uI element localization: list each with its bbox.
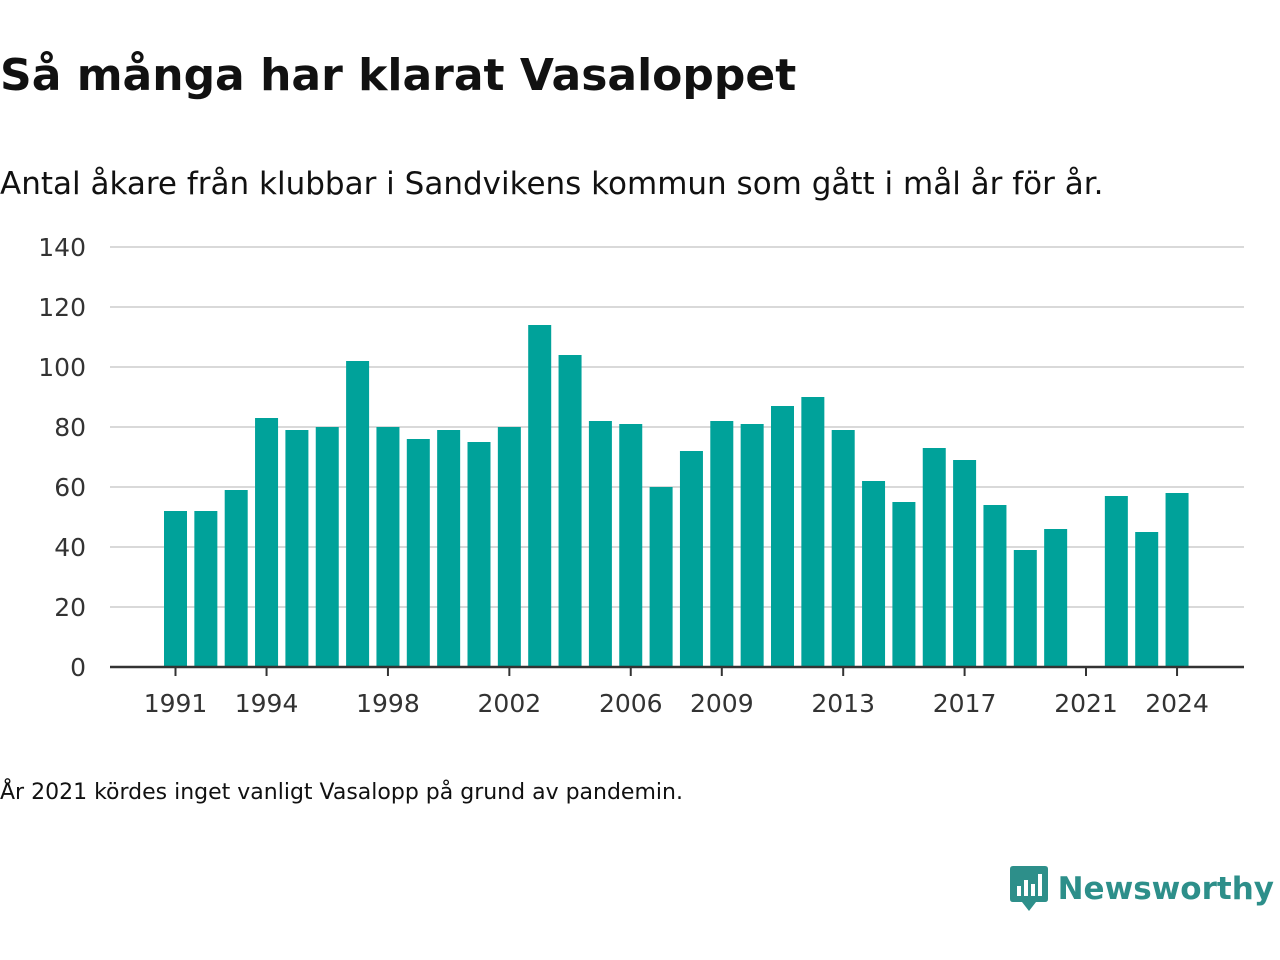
y-tick-label: 60 bbox=[54, 473, 86, 502]
x-tick-label: 2002 bbox=[478, 689, 542, 718]
bar-2013 bbox=[831, 430, 855, 667]
bar-2019 bbox=[1013, 550, 1037, 667]
bar-1997 bbox=[346, 361, 370, 667]
newsworthy-logo-icon bbox=[1009, 866, 1048, 911]
bar-2005 bbox=[588, 421, 612, 667]
bar-2001 bbox=[467, 442, 491, 667]
bar-1998 bbox=[376, 427, 400, 667]
bar-2022 bbox=[1104, 496, 1128, 667]
bar-2008 bbox=[679, 451, 703, 667]
footnote: År 2021 kördes inget vanligt Vasalopp på… bbox=[0, 780, 683, 805]
y-tick-label: 20 bbox=[54, 593, 86, 622]
x-tick-label: 2013 bbox=[811, 689, 875, 718]
bar-2020 bbox=[1044, 529, 1068, 667]
gridlines bbox=[110, 246, 1244, 608]
bar-1992 bbox=[194, 511, 218, 667]
x-tick-label: 1994 bbox=[235, 689, 299, 718]
bar-1995 bbox=[285, 430, 309, 667]
x-tick-label: 2024 bbox=[1145, 689, 1209, 718]
bar-1991 bbox=[164, 511, 187, 667]
bar-2012 bbox=[801, 397, 825, 667]
bar-2014 bbox=[862, 481, 886, 667]
bar-2017 bbox=[953, 460, 977, 667]
bar-2004 bbox=[558, 355, 582, 667]
bar-2009 bbox=[710, 421, 734, 667]
bar-2007 bbox=[649, 487, 673, 667]
x-tick-label: 2006 bbox=[599, 689, 663, 718]
chart-subtitle: Antal åkare från klubbar i Sandvikens ko… bbox=[0, 166, 1104, 202]
bar-2015 bbox=[892, 502, 916, 667]
bar-2011 bbox=[771, 406, 794, 667]
x-tick-label: 1998 bbox=[356, 689, 420, 718]
x-tick-label: 2021 bbox=[1054, 689, 1118, 718]
y-tick-label: 140 bbox=[38, 233, 86, 262]
bar-1993 bbox=[224, 490, 248, 667]
x-axis-ticks: 1991 1994 1998 2002 2006 2009 2013 2017 2021 2024 bbox=[144, 667, 1209, 718]
y-axis-ticks: 0 20 40 60 80 100 120 140 bbox=[38, 233, 86, 682]
y-tick-label: 40 bbox=[54, 533, 86, 562]
bar-2023 bbox=[1135, 532, 1159, 667]
x-tick-label: 2017 bbox=[933, 689, 997, 718]
bar-1999 bbox=[406, 439, 430, 667]
bar-2006 bbox=[619, 424, 643, 667]
bar-1996 bbox=[315, 427, 339, 667]
y-tick-label: 0 bbox=[70, 653, 86, 682]
bar-2024 bbox=[1165, 493, 1189, 667]
y-tick-label: 120 bbox=[38, 293, 86, 322]
y-tick-label: 100 bbox=[38, 353, 86, 382]
x-tick-label: 1991 bbox=[144, 689, 208, 718]
bar-2003 bbox=[528, 325, 552, 667]
bar-1994 bbox=[255, 418, 279, 667]
bar-2018 bbox=[983, 505, 1007, 667]
x-tick-label: 2009 bbox=[690, 689, 754, 718]
bar-2000 bbox=[437, 430, 461, 667]
brand-name: Newsworthy bbox=[1057, 871, 1274, 907]
bar-chart: 0 20 40 60 80 100 120 140 1991 1994 1998 2002 2006 2… bbox=[38, 233, 1244, 718]
brand-logo: Newsworthy bbox=[1009, 866, 1274, 912]
bar-2016 bbox=[922, 448, 946, 667]
bar-2002 bbox=[497, 427, 521, 667]
bars bbox=[164, 325, 1189, 667]
chart-title: Så många har klarat Vasaloppet bbox=[0, 50, 797, 101]
bar-2010 bbox=[740, 424, 764, 667]
y-tick-label: 80 bbox=[54, 413, 86, 442]
